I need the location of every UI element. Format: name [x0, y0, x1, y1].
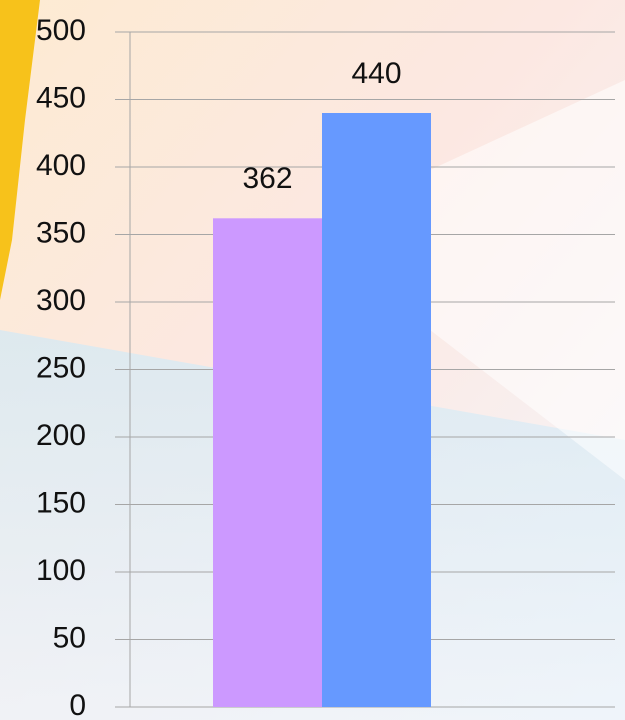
y-tick-label: 450: [36, 81, 86, 114]
background-highlight: [300, 80, 625, 480]
y-tick-label: 250: [36, 351, 86, 384]
y-tick-label: 350: [36, 216, 86, 249]
bar: [213, 218, 322, 708]
y-tick-label: 50: [53, 621, 86, 654]
data-label: 362: [242, 162, 292, 195]
bar: [322, 113, 431, 707]
y-tick-label: 300: [36, 284, 86, 317]
y-tick-label: 0: [69, 689, 86, 720]
y-tick-label: 400: [36, 149, 86, 182]
y-tick-label: 200: [36, 419, 86, 452]
y-tick-label: 150: [36, 486, 86, 519]
y-tick-label: 100: [36, 554, 86, 587]
background-stripe: [0, 0, 40, 300]
data-label: 440: [351, 57, 401, 90]
y-tick-label: 500: [36, 14, 86, 47]
plot-area: 0 50 100 150 200 250 300 350 400 450 500 362 440: [36, 14, 615, 720]
